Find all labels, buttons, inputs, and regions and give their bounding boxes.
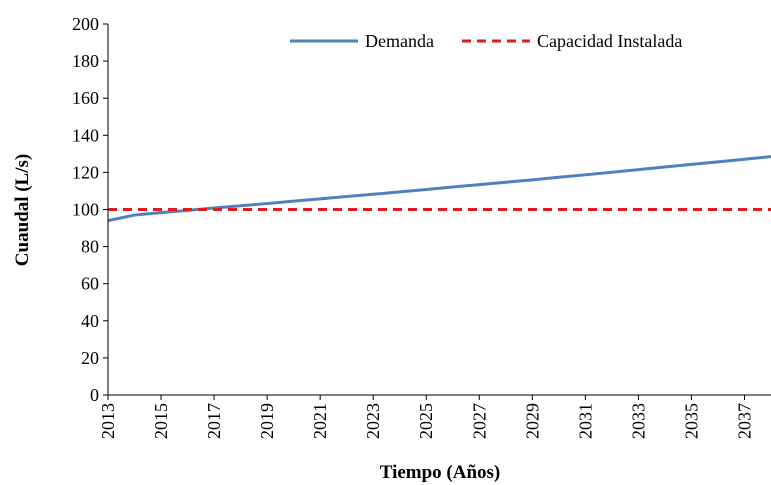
y-tick-label: 0	[90, 385, 99, 405]
y-tick-label: 100	[72, 200, 99, 220]
x-tick-label: 2035	[681, 403, 701, 439]
x-tick-label: 2021	[310, 403, 330, 439]
x-tick-label: 2037	[734, 403, 754, 439]
x-tick-label: 2029	[522, 403, 542, 439]
data-line	[107, 155, 771, 223]
y-tick-label: 180	[72, 51, 99, 71]
y-tick-label: 80	[81, 237, 99, 257]
x-tick-label: 2031	[575, 403, 595, 439]
y-tick-label: 120	[72, 162, 99, 182]
x-tick-label: 2025	[416, 403, 436, 439]
y-tick-label: 160	[72, 88, 99, 108]
x-tick-label: 2023	[363, 403, 383, 439]
x-tick-label: 2017	[204, 403, 224, 439]
y-tick-label: 60	[81, 274, 99, 294]
legend-label: Demanda	[365, 31, 434, 51]
x-tick-label: 2015	[151, 403, 171, 439]
x-tick-label: 2013	[98, 403, 118, 439]
y-tick-label: 140	[72, 125, 99, 145]
x-tick-label: 2019	[257, 403, 277, 439]
y-tick-label: 20	[81, 348, 99, 368]
legend-label: Capacidad Instalada	[537, 31, 682, 51]
x-tick-label: 2027	[469, 403, 489, 439]
x-axis-label: Tiempo (Años)	[380, 462, 501, 483]
y-tick-label: 200	[72, 14, 99, 34]
x-tick-label: 2033	[628, 403, 648, 439]
y-tick-label: 40	[81, 311, 99, 331]
y-axis-label: Cuaudal (L/s)	[12, 154, 33, 266]
